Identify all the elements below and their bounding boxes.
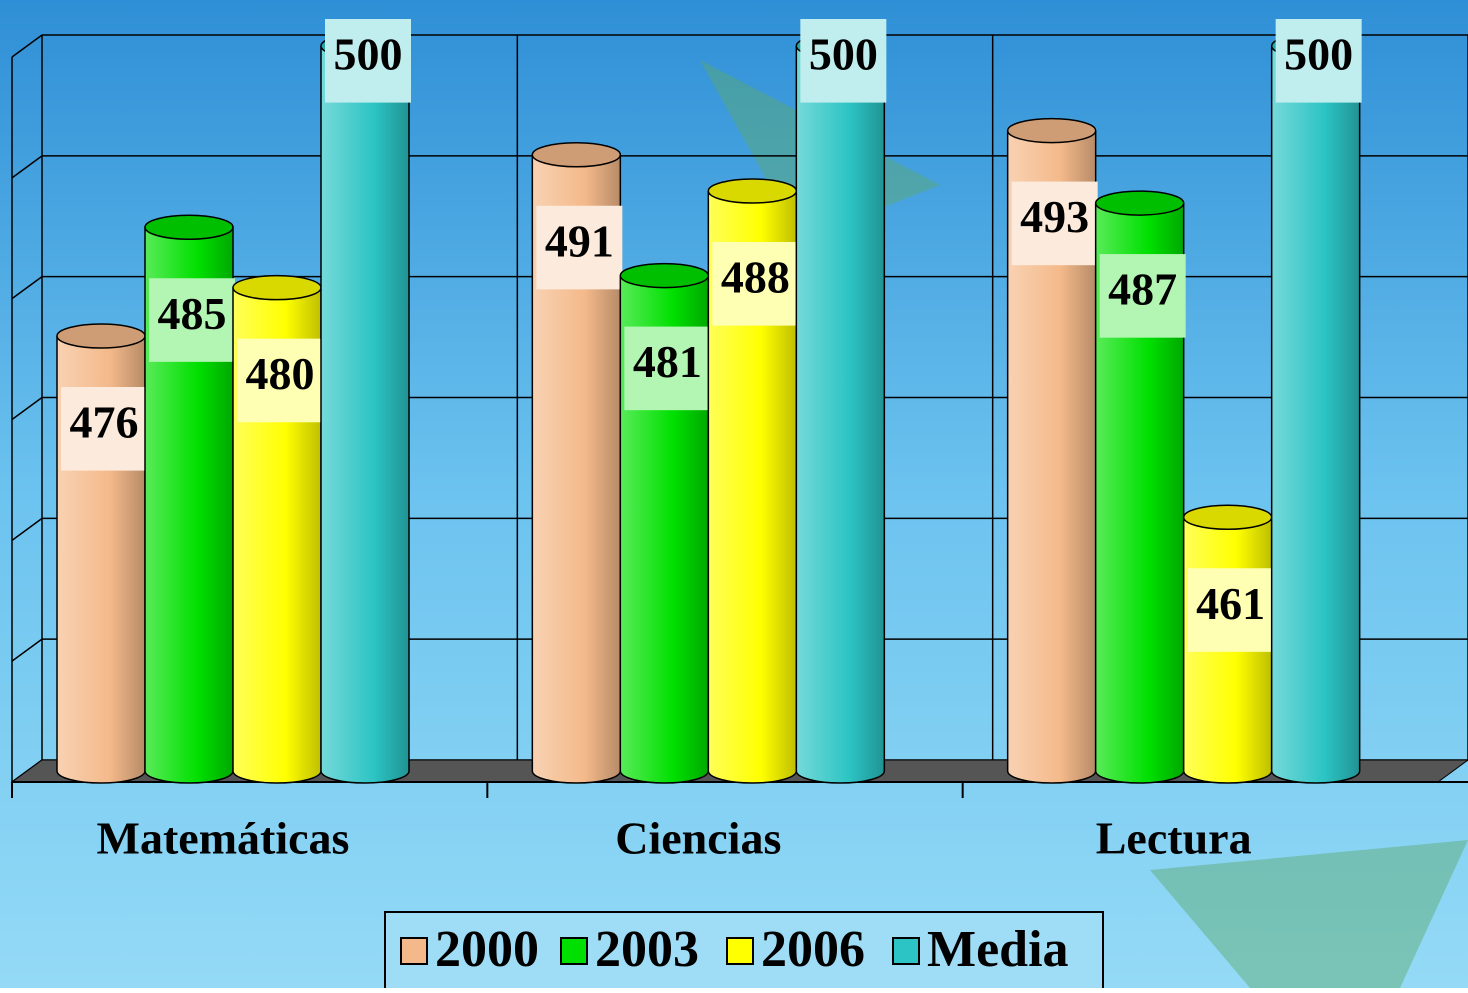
value-label-box xyxy=(325,19,411,103)
grid-line xyxy=(11,517,43,541)
value-label: 480 xyxy=(246,348,315,399)
bar-top xyxy=(1006,117,1097,144)
value-label-box xyxy=(1187,568,1274,652)
value-label: 500 xyxy=(809,29,878,80)
value-label-box xyxy=(237,338,323,423)
bar xyxy=(1006,130,1097,784)
bar-top xyxy=(1182,504,1273,530)
bar-top xyxy=(144,214,234,240)
bar-top xyxy=(619,262,710,289)
legend-label: 2003 xyxy=(595,921,699,978)
bar xyxy=(531,154,622,784)
value-label-box xyxy=(61,387,147,471)
value-label: 487 xyxy=(1108,264,1177,315)
legend-swatch xyxy=(560,937,588,965)
grid-line xyxy=(11,155,43,179)
x-tick-label: Lectura xyxy=(1096,813,1252,864)
grid-line xyxy=(11,276,43,300)
value-label-box xyxy=(712,242,799,326)
value-label: 500 xyxy=(334,29,403,80)
value-label-box xyxy=(800,19,887,103)
legend-label: 2000 xyxy=(435,921,539,978)
decoration xyxy=(1150,840,1468,988)
legend-swatch xyxy=(726,937,754,965)
grid-line xyxy=(11,396,43,421)
bar-top xyxy=(56,323,146,349)
value-label: 493 xyxy=(1020,191,1089,242)
grid-line xyxy=(11,34,43,58)
legend-swatch xyxy=(400,937,428,965)
bar-top xyxy=(232,274,322,301)
value-label: 491 xyxy=(545,215,614,266)
x-tick-label: Matemáticas xyxy=(97,813,350,864)
bar-top xyxy=(531,142,622,168)
bar-top xyxy=(1094,190,1185,216)
legend-label: Media xyxy=(927,921,1069,978)
value-label: 481 xyxy=(633,336,702,387)
value-label-box xyxy=(624,326,711,411)
bar xyxy=(1270,46,1361,784)
value-label-box xyxy=(1011,181,1098,266)
bar xyxy=(144,227,234,784)
bar xyxy=(707,191,798,784)
value-label: 485 xyxy=(158,288,227,339)
legend-label: 2006 xyxy=(761,921,865,978)
value-label-box xyxy=(1275,19,1362,103)
x-tick-label: Ciencias xyxy=(615,813,781,864)
value-label-box xyxy=(1099,254,1186,338)
value-label: 476 xyxy=(70,397,139,448)
bar xyxy=(1094,203,1185,784)
legend-swatch xyxy=(892,937,920,965)
value-label: 461 xyxy=(1196,578,1265,629)
grid-line xyxy=(11,638,43,662)
value-label: 488 xyxy=(721,252,790,303)
bar-top xyxy=(707,178,798,204)
value-label: 500 xyxy=(1284,29,1353,80)
value-label-box xyxy=(149,278,235,362)
value-label-box xyxy=(536,205,623,290)
bar xyxy=(320,46,410,784)
bar xyxy=(795,46,886,784)
